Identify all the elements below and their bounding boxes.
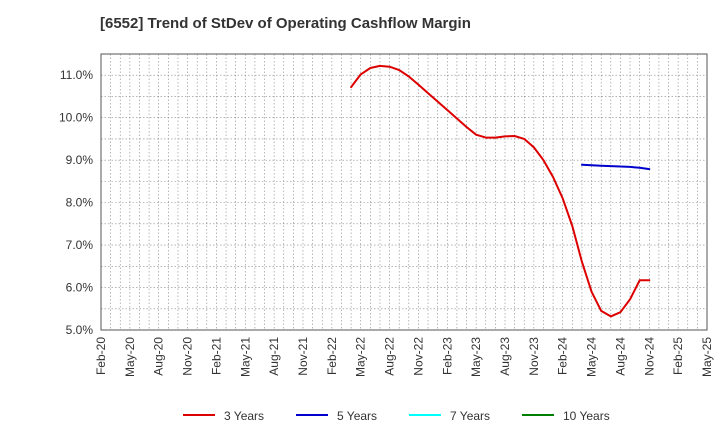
legend-label: 10 Years (563, 409, 610, 423)
y-axis-tick-labels: 5.0% 6.0% 7.0% 8.0% 9.0% 10.0% 11.0% (59, 68, 93, 337)
y-tick-label: 10.0% (59, 111, 93, 125)
legend: 3 Years 5 Years 7 Years 10 Years (183, 409, 610, 423)
y-tick-label: 6.0% (66, 281, 94, 295)
chart-title: [6552] Trend of StDev of Operating Cashf… (100, 15, 471, 32)
x-tick-label: Feb-21 (209, 337, 223, 375)
x-tick-label: Aug-22 (383, 337, 397, 376)
x-tick-label: Aug-24 (613, 337, 627, 376)
x-tick-label: May-20 (123, 337, 137, 377)
x-axis-tick-labels: Feb-20 May-20 Aug-20 Nov-20 Feb-21 May-21 Aug-… (94, 337, 714, 377)
series-lines (350, 64, 651, 318)
x-tick-label: Aug-23 (498, 337, 512, 376)
x-tick-label: May-22 (354, 337, 368, 377)
y-tick-label: 7.0% (66, 238, 94, 252)
legend-label: 3 Years (224, 409, 264, 423)
x-tick-label: May-25 (700, 337, 714, 377)
x-tick-label: Aug-21 (267, 337, 281, 376)
y-tick-label: 9.0% (66, 153, 94, 167)
plot-area (101, 54, 707, 330)
x-tick-label: May-23 (469, 337, 483, 377)
x-tick-label: Aug-20 (152, 337, 166, 376)
x-tick-label: Nov-20 (181, 337, 195, 376)
y-tick-label: 11.0% (60, 68, 93, 82)
x-tick-label: Feb-20 (94, 337, 108, 375)
x-tick-label: Nov-24 (642, 337, 656, 376)
x-tick-label: Nov-23 (527, 337, 541, 376)
x-tick-label: Feb-23 (440, 337, 454, 375)
x-tick-label: Feb-25 (671, 337, 685, 375)
x-tick-label: Feb-24 (556, 337, 570, 375)
x-tick-label: Nov-22 (411, 337, 425, 376)
x-tick-label: Feb-22 (325, 337, 339, 375)
legend-label: 7 Years (450, 409, 490, 423)
grid (101, 54, 707, 330)
legend-label: 5 Years (337, 409, 377, 423)
plot-border (100, 53, 708, 331)
series-line-5-years (581, 163, 651, 171)
y-tick-label: 5.0% (66, 323, 94, 337)
y-tick-label: 8.0% (66, 196, 94, 210)
x-tick-label: May-24 (585, 337, 599, 377)
series-line-3-years (350, 64, 651, 318)
x-tick-label: May-21 (238, 337, 252, 377)
x-tick-label: Nov-21 (296, 337, 310, 376)
